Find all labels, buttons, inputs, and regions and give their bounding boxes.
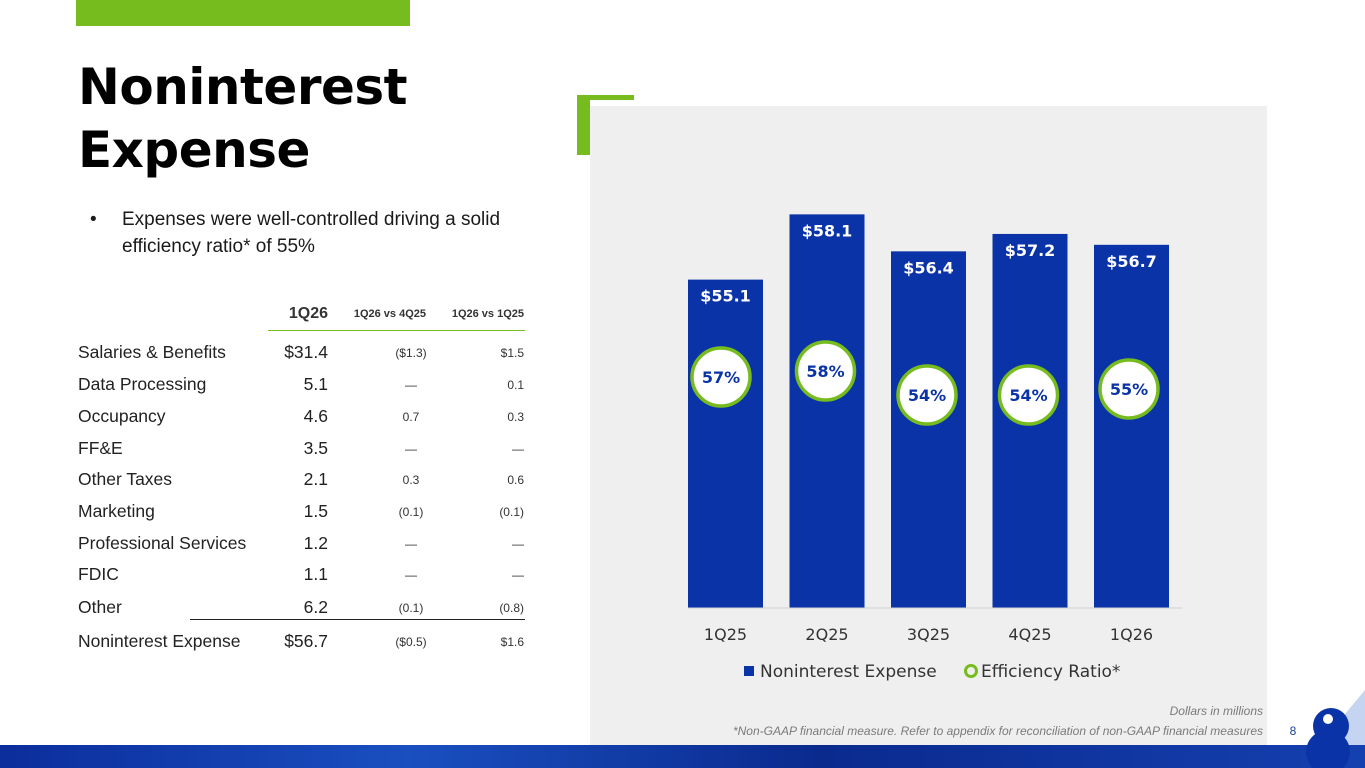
- row-vs-4q25: —: [405, 442, 417, 456]
- header-vs-4q25: 1Q26 vs 4Q25: [353, 308, 426, 320]
- row-vs-1q25: $1.6: [500, 635, 524, 649]
- bullet-text: Expenses were well-controlled driving a …: [122, 209, 501, 257]
- row-label: FF&E: [78, 438, 123, 458]
- row-vs-1q25: —: [512, 442, 524, 456]
- row-value: $56.7: [284, 631, 328, 651]
- legend-label-expense: Noninterest Expense: [760, 662, 937, 682]
- efficiency-ratio-label: 54%: [908, 386, 946, 405]
- bar-value-label: $56.4: [903, 258, 954, 277]
- row-value: 4.6: [303, 406, 328, 426]
- row-value: 2.1: [303, 469, 328, 489]
- footer-band: [0, 745, 1365, 768]
- row-vs-4q25: —: [405, 378, 417, 392]
- table-row: FF&E 3.5 — —: [78, 438, 528, 468]
- row-vs-4q25: ($0.5): [395, 635, 427, 649]
- table-row: FDIC 1.1 — —: [78, 564, 528, 594]
- table-row: Professional Services 1.2 — —: [78, 533, 528, 563]
- row-label: Data Processing: [78, 374, 207, 394]
- header-1q26: 1Q26: [288, 305, 328, 322]
- bar-noninterest-expense: [789, 214, 865, 608]
- efficiency-ratio-label: 58%: [806, 362, 844, 381]
- bar-value-label: $56.7: [1106, 252, 1157, 271]
- row-label: Other Taxes: [78, 469, 173, 489]
- row-vs-1q25: —: [512, 568, 524, 582]
- row-value: 5.1: [303, 374, 328, 394]
- row-vs-4q25: 0.7: [402, 410, 420, 424]
- row-vs-1q25: 0.6: [507, 473, 524, 487]
- x-tick-label: 3Q25: [907, 625, 950, 644]
- brand-logo-icon: [1306, 708, 1350, 768]
- row-label: Other: [78, 597, 122, 617]
- table-row: Noninterest Expense $56.7 ($0.5) $1.6: [78, 631, 528, 661]
- page-title: Noninterest Expense: [78, 58, 408, 179]
- x-tick-label: 1Q25: [704, 625, 747, 644]
- bar-noninterest-expense: [688, 279, 763, 608]
- nongaap-note: *Non-GAAP financial measure. Refer to ap…: [732, 724, 1263, 738]
- table-row: Occupancy 4.6 0.7 0.3: [78, 406, 528, 436]
- header-vs-1q25: 1Q26 vs 1Q25: [451, 308, 524, 320]
- row-vs-1q25: (0.8): [499, 601, 524, 615]
- accent-bar: [76, 0, 410, 26]
- bar-value-label: $58.1: [802, 221, 853, 240]
- row-vs-1q25: 0.3: [507, 410, 524, 424]
- legend-swatch-efficiency: [964, 664, 978, 678]
- row-label: Noninterest Expense: [78, 631, 241, 651]
- efficiency-ratio-marker: [794, 340, 857, 402]
- x-tick-label: 1Q26: [1110, 625, 1153, 644]
- page-number: 8: [1289, 724, 1297, 738]
- total-divider: [190, 619, 525, 620]
- bar-value-label: $57.2: [1005, 241, 1056, 260]
- table-row: Marketing 1.5 (0.1) (0.1): [78, 501, 528, 531]
- row-value: 6.2: [303, 597, 328, 617]
- efficiency-ratio-marker: [896, 364, 958, 426]
- bullet-dot: •: [90, 209, 97, 230]
- header-divider: [268, 330, 525, 331]
- row-label: Marketing: [78, 501, 155, 521]
- table-row: Other Taxes 2.1 0.3 0.6: [78, 469, 528, 499]
- table-row: Salaries & Benefits $31.4 ($1.3) $1.5: [78, 342, 528, 372]
- efficiency-ratio-label: 57%: [702, 368, 740, 387]
- table-row: Other 6.2 (0.1) (0.8): [78, 597, 528, 627]
- row-vs-4q25: (0.1): [398, 505, 424, 519]
- row-value: $31.4: [284, 342, 328, 362]
- row-vs-4q25: —: [405, 537, 417, 551]
- efficiency-ratio-marker: [690, 346, 752, 408]
- legend-swatch-expense: [744, 666, 754, 676]
- efficiency-ratio-marker: [997, 364, 1060, 426]
- row-vs-4q25: 0.3: [402, 473, 420, 487]
- bar-value-label: $55.1: [700, 287, 751, 306]
- efficiency-ratio-marker: [1098, 358, 1160, 420]
- row-label: Professional Services: [78, 533, 247, 553]
- row-vs-1q25: (0.1): [499, 505, 524, 519]
- row-vs-1q25: $1.5: [500, 346, 524, 360]
- x-tick-label: 4Q25: [1008, 625, 1051, 644]
- efficiency-ratio-label: 54%: [1009, 386, 1047, 405]
- row-label: Occupancy: [78, 406, 166, 426]
- chart-legend: Noninterest Expense Efficiency Ratio*: [744, 662, 1120, 682]
- chart-corner-accent: [577, 95, 634, 155]
- x-tick-label: 2Q25: [805, 625, 848, 644]
- bar-noninterest-expense: [1094, 244, 1169, 608]
- row-value: 3.5: [303, 438, 328, 458]
- bar-noninterest-expense: [891, 251, 966, 608]
- row-vs-1q25: 0.1: [507, 378, 524, 392]
- row-value: 1.2: [303, 533, 328, 553]
- row-vs-4q25: (0.1): [398, 601, 424, 615]
- row-label: Salaries & Benefits: [78, 342, 226, 362]
- row-label: FDIC: [78, 564, 119, 584]
- row-vs-1q25: —: [512, 537, 524, 551]
- row-vs-4q25: ($1.3): [395, 346, 427, 360]
- legend-label-efficiency: Efficiency Ratio*: [981, 662, 1120, 682]
- efficiency-ratio-label: 55%: [1110, 380, 1148, 399]
- row-value: 1.5: [303, 501, 328, 521]
- table-row: Data Processing 5.1 — 0.1: [78, 374, 528, 404]
- table-header: 1Q26 1Q26 vs 4Q25 1Q26 vs 1Q25: [78, 300, 528, 331]
- row-vs-4q25: —: [405, 568, 417, 582]
- row-value: 1.1: [303, 564, 328, 584]
- units-note: Dollars in millions: [1169, 704, 1263, 718]
